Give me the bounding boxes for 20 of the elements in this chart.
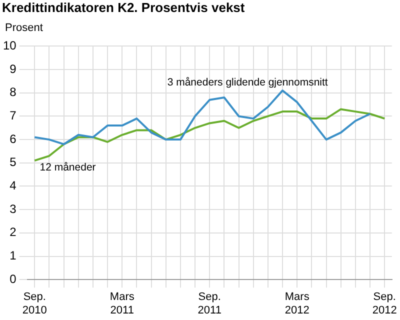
y-tick-label: 3 (10, 202, 17, 216)
y-tick-label: 8 (10, 85, 17, 100)
x-tick-label: Mars 2011 (110, 291, 135, 316)
chart-title: Kredittindikatoren K2. Prosentvis vekst (2, 0, 245, 15)
x-tick-label: Mars 2012 (284, 291, 310, 316)
annotation: 3 måneders glidende gjennomsnitt (167, 76, 328, 88)
x-tick-label: Sep. 2012 (372, 291, 397, 316)
y-tick-label: 10 (2, 38, 17, 53)
annotation: 12 måneder (40, 161, 96, 174)
y-tick-label: 6 (10, 132, 17, 146)
y-tick-label: 9 (10, 62, 17, 76)
y-tick-label: 0 (10, 272, 17, 286)
x-tick-label: Sep. 2011 (198, 291, 222, 316)
y-tick-label: 1 (10, 248, 17, 263)
y-tick-label: 2 (10, 225, 17, 240)
y-tick-label: 4 (10, 178, 17, 193)
y-axis-title: Prosent (5, 22, 43, 34)
x-tick-label: Sep. 2010 (22, 291, 47, 316)
y-tick-label: 5 (10, 155, 17, 170)
y-tick-label: 7 (10, 108, 17, 123)
